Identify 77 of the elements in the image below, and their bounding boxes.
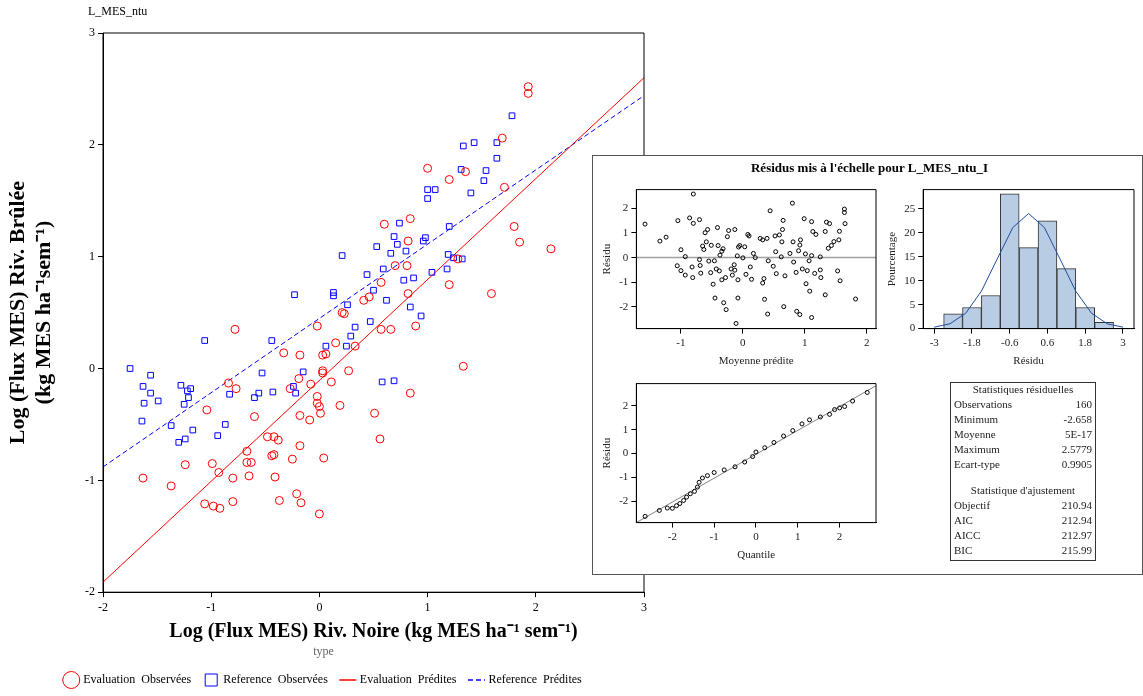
category-label: Maximum	[954, 442, 1000, 457]
y-tick-label: -1	[619, 470, 629, 483]
x-axis-title: Moyenne prédite	[718, 354, 794, 367]
chart-title: Résidus mis à l'échelle pour L_MES_ntu_I	[749, 160, 989, 176]
text: 210.94	[1061, 499, 1092, 511]
category-label: Ecart-type	[954, 457, 1000, 472]
legend-label: Evaluation Prédites	[359, 672, 457, 687]
x-tick-label: 0	[316, 599, 323, 614]
x-tick-label: 3	[641, 599, 647, 614]
x-tick-label: -0.6	[1001, 336, 1019, 349]
category-label: AICC	[954, 528, 981, 543]
x-axis-title: Log (Flux MES) Riv. Noire (kg MES ha⁻¹ sem⁻¹)	[169, 618, 578, 642]
y-tick-label: 0	[622, 250, 629, 263]
y-axis-title: Pourcentage	[885, 231, 898, 287]
y-tick-label: 2	[622, 398, 629, 411]
y-tick-label: 0	[909, 321, 916, 334]
text: 160	[1075, 398, 1092, 410]
x-axis-title: Quantile	[737, 548, 776, 561]
y-tick-label: -2	[85, 584, 95, 599]
x-tick-label: 2	[836, 530, 843, 543]
x-tick-label: 3	[1120, 336, 1127, 349]
y-axis-title: Log (Flux MES) Riv. Brûlée (kg MES ha⁻¹sem⁻¹)	[3, 180, 56, 445]
legend-label: Reference Prédites	[488, 672, 583, 687]
text: 212.97	[1061, 529, 1092, 541]
x-tick-label: 1.8	[1078, 336, 1093, 349]
category-label: Minimum	[954, 412, 999, 427]
text: 2.5779	[1061, 443, 1092, 455]
text: -2.658	[1063, 413, 1092, 425]
text: 215.99	[1061, 544, 1092, 556]
y-tick-label: 3	[89, 25, 95, 40]
y-tick-label: 10	[904, 273, 916, 286]
y-tick-label: 2	[622, 201, 629, 214]
x-tick-label: 2	[532, 599, 539, 614]
x-tick-label: -1.8	[963, 336, 982, 349]
text: Statistiques résiduelles	[971, 383, 1075, 395]
x-tick-label: -3	[929, 336, 940, 349]
y-tick-label: 1	[89, 248, 95, 263]
text: 212.94	[1061, 514, 1092, 526]
x-tick-label: 1	[795, 530, 801, 543]
x-tick-label: 1	[802, 336, 808, 349]
category-label: Observations	[954, 397, 1013, 412]
legend-label: Evaluation Observées	[83, 672, 192, 687]
y-tick-label: 20	[904, 225, 916, 238]
y-tick-label: -1	[85, 472, 95, 487]
chart-title: L_MES_ntu	[88, 4, 148, 19]
y-tick-label: -2	[619, 299, 629, 312]
x-tick-label: 0	[753, 530, 760, 543]
text: 0.9905	[1061, 458, 1092, 470]
x-tick-label: -1	[676, 336, 686, 349]
y-tick-label: 1	[622, 225, 629, 238]
x-tick-label: 0	[740, 336, 747, 349]
y-tick-label: 2	[89, 137, 95, 151]
legend-title: type	[313, 643, 334, 658]
category-label: AIC	[954, 513, 973, 528]
x-tick-label: 2	[863, 336, 870, 349]
text: Statistique d'ajustement	[969, 484, 1077, 496]
category-label: Moyenne	[954, 427, 996, 442]
category-label: Objectif	[954, 498, 991, 513]
x-axis-title: Résidu	[1013, 354, 1045, 367]
x-tick-label: -1	[709, 530, 719, 543]
y-tick-label: 5	[909, 297, 916, 310]
y-tick-label: 25	[904, 201, 916, 214]
x-tick-label: -1	[206, 599, 217, 614]
y-tick-label: 1	[622, 422, 629, 435]
y-axis-title: Résidu	[600, 243, 613, 275]
y-tick-label: 15	[904, 249, 916, 262]
y-tick-label: 0	[622, 446, 629, 459]
x-tick-label: 0.6	[1040, 336, 1055, 349]
y-axis-title: Résidu	[600, 437, 613, 469]
y-tick-label: -1	[619, 275, 629, 288]
x-tick-label: 1	[424, 599, 431, 614]
y-tick-label: 0	[89, 360, 95, 375]
legend-label: Reference Observées	[223, 672, 329, 687]
text: 5E-17	[1065, 428, 1092, 440]
y-tick-label: -2	[619, 494, 629, 507]
category-label: BIC	[954, 543, 973, 558]
x-tick-label: -2	[667, 530, 677, 543]
